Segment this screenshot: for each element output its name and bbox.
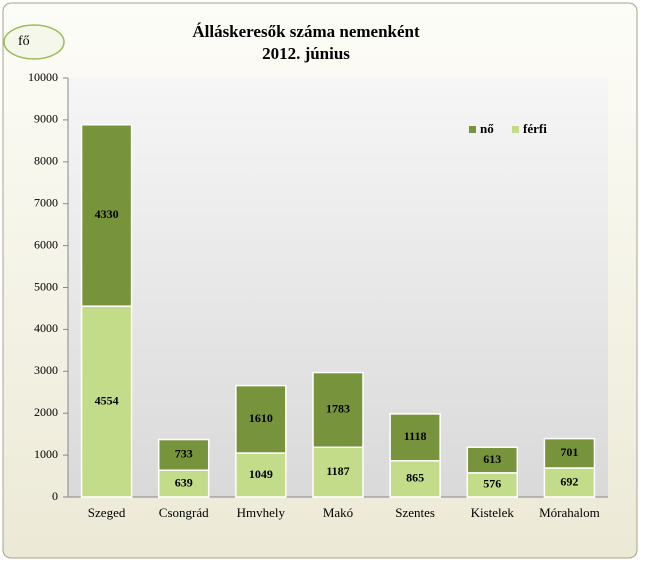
y-tick-label: 1000 [34, 447, 58, 461]
y-tick-label: 5000 [34, 279, 58, 293]
y-tick-label: 6000 [34, 237, 58, 251]
legend-label: nő [480, 121, 494, 136]
bar-segment [80, 124, 133, 307]
y-tick-label: 3000 [34, 363, 58, 377]
y-tick-label: 8000 [34, 154, 58, 168]
x-tick-label: Szeged [88, 505, 126, 520]
data-label: 1187 [326, 464, 349, 478]
x-tick-label: Makó [323, 505, 353, 520]
data-label: 613 [483, 452, 501, 466]
data-label: 1118 [404, 429, 427, 443]
bar-segment [235, 452, 287, 498]
data-label: 701 [560, 445, 578, 459]
bar-segment [157, 469, 210, 498]
data-label: 576 [483, 477, 501, 491]
chart-subtitle: 2012. június [262, 44, 350, 63]
x-tick-label: Kistelek [471, 505, 515, 520]
x-tick-label: Csongrád [159, 505, 209, 520]
bar-segment [312, 446, 364, 498]
y-tick-label: 9000 [34, 112, 58, 126]
data-label: 865 [406, 471, 424, 485]
legend-swatch [512, 126, 519, 133]
y-tick-label: 4000 [34, 321, 58, 335]
bar-segment [389, 413, 441, 462]
bar-segment [157, 438, 210, 471]
x-tick-label: Hmvhely [237, 505, 286, 520]
data-label: 4330 [95, 207, 119, 221]
legend-label: férfi [523, 121, 547, 136]
data-label: 4554 [95, 393, 119, 407]
chart-title: Álláskeresők száma nemenként [192, 22, 420, 41]
y-label-badge [3, 24, 65, 60]
data-label: 1783 [326, 402, 350, 416]
x-tick-label: Mórahalom [539, 505, 600, 520]
y-axis-label: fő [18, 34, 30, 49]
x-tick-label: Szentes [395, 505, 435, 520]
data-label: 1049 [249, 467, 273, 481]
data-label: 733 [175, 447, 193, 461]
bar-segment [312, 371, 364, 449]
bar-segment [543, 467, 596, 498]
data-label: 1610 [249, 411, 273, 425]
y-tick-label: 10000 [28, 70, 58, 84]
data-label: 692 [560, 474, 578, 488]
y-tick-label: 0 [52, 489, 58, 503]
bar-segment [543, 437, 596, 469]
y-tick-label: 2000 [34, 405, 58, 419]
bar-segment [235, 384, 287, 454]
y-tick-label: 7000 [34, 195, 58, 209]
data-label: 639 [175, 475, 193, 489]
legend-swatch [469, 126, 476, 133]
bar-segment [389, 460, 441, 498]
bar-segment [466, 446, 519, 474]
